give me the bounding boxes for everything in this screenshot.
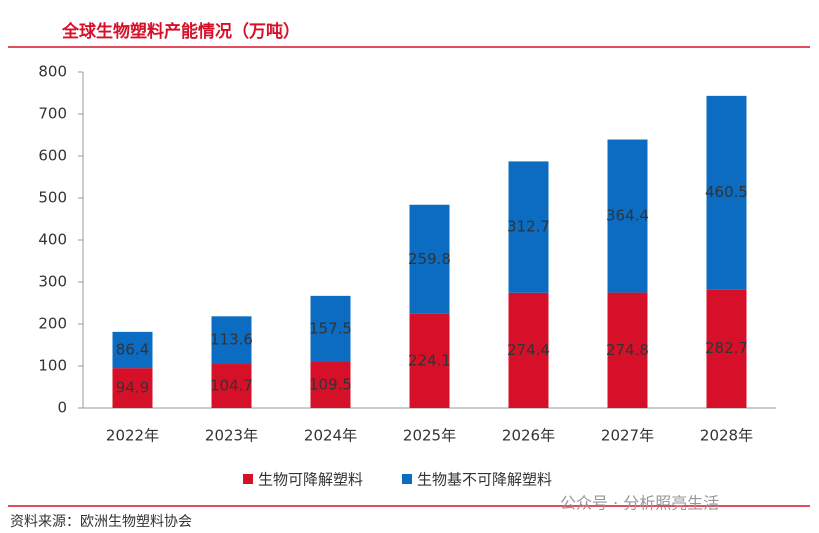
data-label: 364.4 — [606, 207, 649, 225]
bar-segment — [310, 295, 351, 363]
data-label: 224.1 — [408, 351, 451, 369]
data-label: 157.5 — [309, 319, 352, 337]
bar-segment — [211, 364, 252, 408]
data-label: 94.9 — [116, 379, 149, 397]
legend-swatch — [402, 474, 412, 484]
y-tick-label: 200 — [38, 315, 67, 333]
bar-segment — [112, 368, 153, 408]
x-tick-label: 2026年 — [502, 427, 555, 445]
data-label: 274.4 — [507, 341, 550, 359]
legend-swatch — [243, 474, 253, 484]
legend-label: 生物可降解塑料 — [258, 471, 363, 489]
data-label: 113.6 — [210, 331, 253, 349]
data-label: 86.4 — [116, 340, 149, 358]
y-tick-label: 700 — [38, 105, 67, 123]
data-label: 274.8 — [606, 341, 649, 359]
bar-segment — [112, 331, 153, 369]
bar-segment — [607, 139, 648, 293]
data-label: 460.5 — [705, 183, 748, 201]
y-tick-label: 400 — [38, 231, 67, 249]
y-tick-label: 600 — [38, 147, 67, 165]
bar-segment — [508, 161, 549, 293]
data-label: 312.7 — [507, 218, 550, 236]
legend-label: 生物基不可降解塑料 — [417, 471, 552, 489]
data-label: 282.7 — [705, 339, 748, 357]
y-tick-label: 100 — [38, 357, 67, 375]
x-tick-label: 2022年 — [106, 427, 159, 445]
x-tick-label: 2028年 — [700, 427, 753, 445]
x-tick-label: 2023年 — [205, 427, 258, 445]
bar-segment — [508, 292, 549, 408]
watermark: 公众号 · 分析照亮生活 — [560, 494, 719, 513]
x-tick-label: 2025年 — [403, 427, 456, 445]
bar-segment — [706, 95, 747, 290]
bar-segment — [706, 289, 747, 408]
bar-segment — [607, 292, 648, 408]
bar-segment — [409, 204, 450, 314]
data-label: 259.8 — [408, 250, 451, 268]
source: 资料来源：欧洲生物塑料协会 — [10, 514, 192, 530]
chart-title: 全球生物塑料产能情况（万吨） — [61, 21, 300, 42]
data-label: 104.7 — [210, 377, 253, 395]
x-tick-label: 2024年 — [304, 427, 357, 445]
bar-segment — [211, 316, 252, 365]
y-tick-label: 800 — [38, 63, 67, 81]
data-label: 109.5 — [309, 376, 352, 394]
x-tick-label: 2027年 — [601, 427, 654, 445]
bar-segment — [409, 313, 450, 408]
bar-segment — [310, 362, 351, 408]
y-tick-label: 500 — [38, 189, 67, 207]
y-tick-label: 300 — [38, 273, 67, 291]
y-tick-label: 0 — [57, 399, 67, 417]
